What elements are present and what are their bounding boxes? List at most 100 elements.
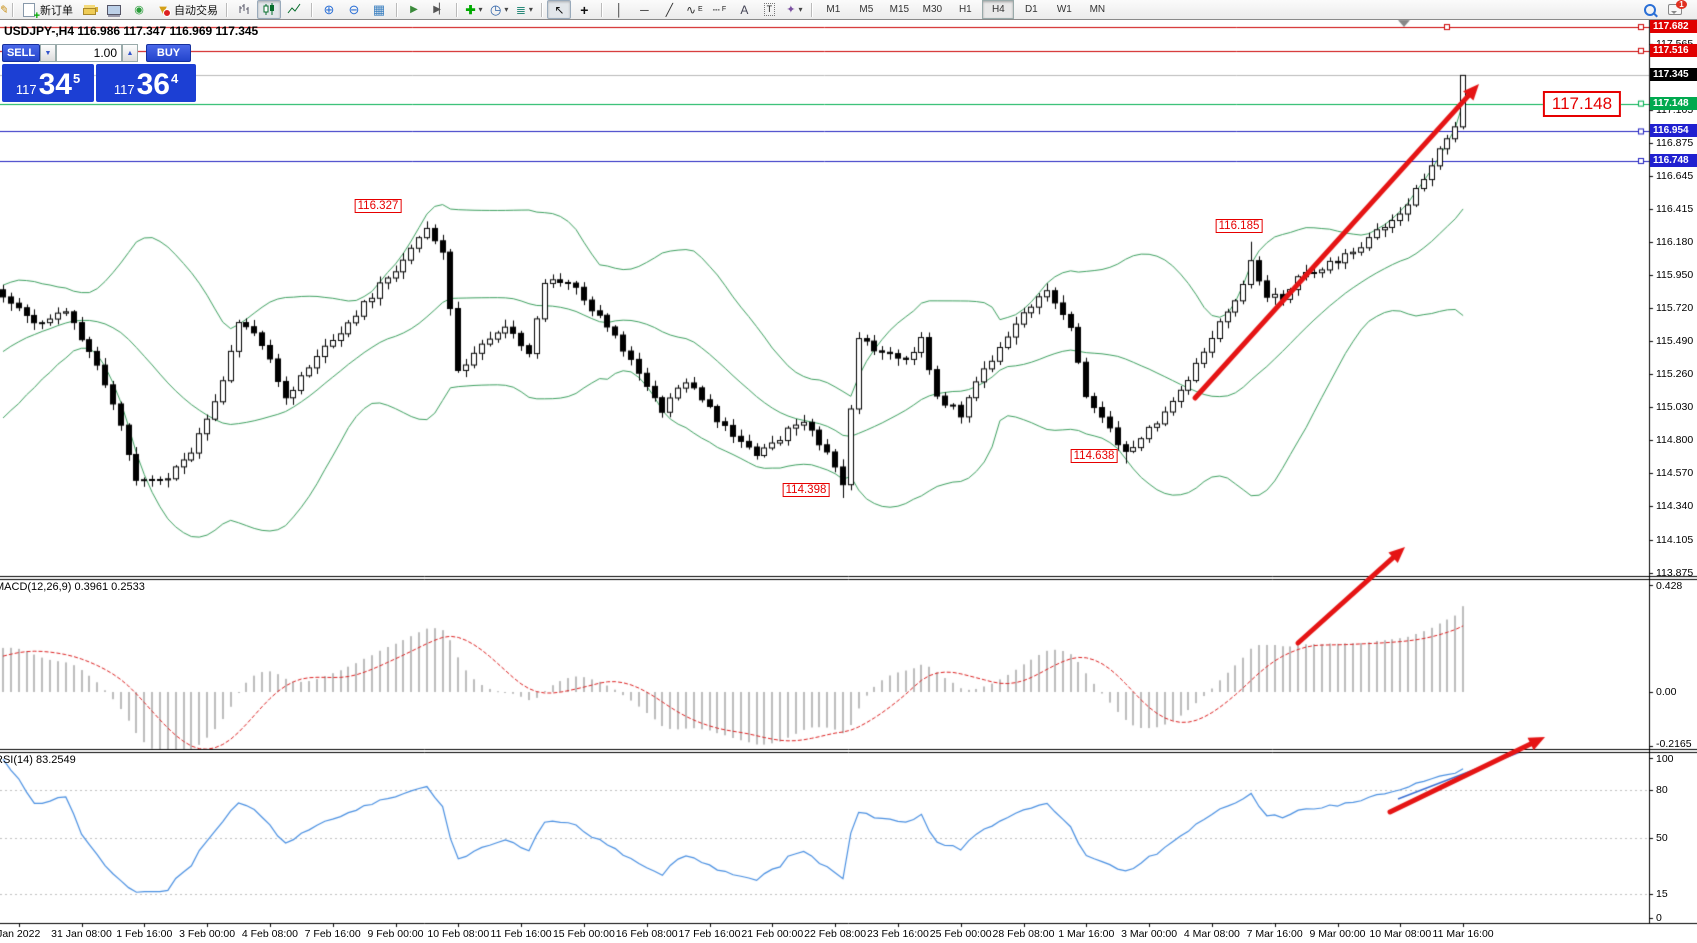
date-tick-label: 23 Feb 16:00 [866,928,929,940]
price-tick-label: 116.180 [1656,236,1694,249]
ask-prefix: 117 [113,82,135,97]
periods-button[interactable]: ◷ ▾ [487,0,511,19]
date-tick-label: 31 Jan 08:00 [51,928,112,940]
auto-scroll-button[interactable]: ▶ [402,0,426,19]
price-annotation[interactable]: 117.148 [1542,91,1622,117]
timeframe-h4-button[interactable]: H4 [982,0,1015,19]
timeframe-h1-button[interactable]: H1 [958,4,972,15]
buy-button[interactable]: BUY [146,44,191,62]
timeframe-mn-button[interactable]: MN [1089,4,1106,15]
bid-quote[interactable]: 117 34 5 [2,64,94,102]
equidistant-channel-icon: ∿ [685,2,697,17]
indicators-button[interactable]: ✚ ▾ [462,0,486,19]
price-annotation[interactable]: 116.327 [354,199,402,213]
price-tick-label: 114.105 [1656,534,1694,546]
timeframe-m30-button[interactable]: M30 [922,4,943,15]
price-annotation[interactable]: 114.398 [782,483,830,497]
date-tick-label: 9 Feb 00:00 [367,928,424,940]
templates-button[interactable]: ≣ ▾ [512,0,536,19]
tile-windows-button[interactable]: ▦ [367,0,391,19]
text-label-button[interactable]: T [757,0,781,19]
date-tick-label: 10 Feb 08:00 [427,928,490,940]
ask-main: 36 [136,68,170,101]
volume-input[interactable]: 1.00 [56,44,122,62]
timeframe-m5-button[interactable]: M5 [859,4,874,15]
vertical-line-button[interactable]: │ [607,0,631,19]
auto-scroll-icon: ▶ [410,3,418,15]
crosshair-button[interactable]: + [572,0,596,19]
timeframe-d1-button[interactable]: D1 [1024,4,1038,15]
ask-pipette: 4 [170,71,179,86]
toolbar-separator [12,2,14,17]
price-annotation[interactable]: 116.185 [1215,219,1263,233]
text-button[interactable]: A [732,0,756,19]
crosshair-icon: + [580,1,589,18]
equidistant-channel-button[interactable]: ∿ E [682,0,706,19]
cursor-button[interactable]: ↖ [547,0,572,19]
timeframe-m1-button[interactable]: M1 [826,4,841,15]
toolbar-separator [541,2,544,17]
volume-down-button[interactable]: ▼ [40,44,56,62]
templates-icon: ≣ [515,2,526,17]
toolbar-separator [311,2,313,17]
rsi-axis-label: 0 [1656,912,1662,924]
toolbar: ✎+新订单◉▼自动交易⊕⊖▦▶▶▏✚▾◷▾≣▾↖+│─╱∿E┄FAT✦▾M1M5… [0,0,1697,21]
line-chart-button[interactable] [282,0,306,19]
bid-pipette: 5 [72,71,81,86]
market-watch-button[interactable] [77,0,101,19]
fibonacci-sub-label: F [721,6,727,13]
horizontal-line-button[interactable]: ─ [632,0,656,19]
price-badge: 116.748 [1650,154,1697,167]
date-tick-label: 1 Mar 16:00 [1058,928,1115,940]
timeframe-w1-button[interactable]: W1 [1056,4,1072,15]
price-badge: 117.148 [1650,96,1697,110]
price-tick-label: 115.490 [1656,335,1694,348]
bid-prefix: 117 [15,82,37,97]
price-badge: 116.954 [1650,124,1697,138]
auto-trading-button[interactable]: ▼自动交易 [152,0,221,19]
toolbar-button-label: 自动交易 [174,4,218,17]
price-tick-label: 116.875 [1656,136,1694,149]
line-chart-icon [287,3,301,14]
price-tick-label: 113.875 [1656,566,1694,579]
signals-icon: ◉ [134,3,144,16]
sell-button[interactable]: SELL [2,44,40,62]
shapes-button[interactable]: ✦ ▾ [782,0,806,19]
new-order-button[interactable]: + 新订单 [18,0,76,21]
rsi-axis-label: 15 [1656,887,1668,900]
chart-shift-button[interactable]: ▶▏ [427,0,451,19]
date-tick-label: 1 Feb 16:00 [116,928,173,940]
date-tick-label: 28 Feb 08:00 [992,928,1055,940]
search-icon [1642,2,1658,18]
signals-button[interactable]: ◉ [127,0,151,19]
auto-trading-icon: ▼ [155,2,171,18]
macd-axis-label: 0.00 [1656,686,1677,698]
date-tick-label: 15 Feb 00:00 [552,928,615,940]
spin-up-icon: ▲ [126,49,134,57]
dropdown-icon: ▾ [798,4,803,14]
trendline-button[interactable]: ╱ [657,0,681,19]
price-tick-label: 115.950 [1656,269,1694,282]
terminal-button[interactable] [102,0,126,19]
rsi-axis-label: 80 [1656,783,1668,796]
fibonacci-button[interactable]: ┄ F [707,0,731,19]
timeframe-m15-button[interactable]: M15 [889,4,910,15]
price-annotation[interactable]: 114.638 [1070,449,1118,463]
search-button[interactable] [1638,0,1662,19]
macd-axis-label: 0.428 [1656,580,1683,592]
date-tick-label: 11 Feb 16:00 [490,928,552,940]
tile-windows-icon: ▦ [372,1,386,17]
notifications-button[interactable]: 1 [1663,0,1687,19]
zoom-out-icon: ⊖ [348,1,360,17]
ask-quote[interactable]: 117 36 4 [96,64,196,102]
date-tick-label: 16 Feb 08:00 [615,928,678,940]
bar-chart-button[interactable] [232,0,256,19]
zoom-out-button[interactable]: ⊖ [342,0,366,19]
zoom-in-button[interactable]: ⊕ [317,0,341,19]
toolbar-separator [396,2,398,17]
volume-up-button[interactable]: ▲ [122,44,138,62]
date-tick-label: 22 Feb 08:00 [804,928,867,940]
candle-chart-button[interactable] [257,0,281,19]
date-tick-label: 7 Mar 16:00 [1246,928,1303,940]
